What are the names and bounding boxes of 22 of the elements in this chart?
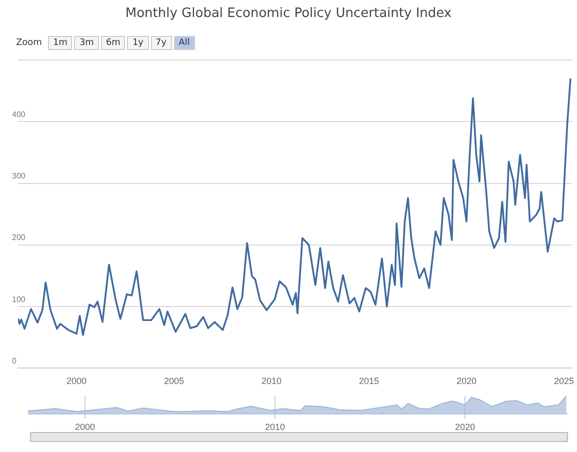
x-tick-label: 2025 — [554, 376, 574, 386]
chart-title: Monthly Global Economic Policy Uncertainty Index — [124, 6, 453, 21]
text: 7y — [150, 36, 172, 50]
text: All — [174, 36, 195, 50]
text: 1m — [48, 36, 72, 50]
y-tick-label: 400 — [12, 110, 26, 119]
x-tick-label: 2010 — [265, 422, 286, 432]
x-tick-label: 2015 — [358, 376, 379, 386]
y-tick-label: 100 — [12, 294, 26, 304]
y-tick-label: 300 — [12, 171, 26, 180]
x-tick-label: 2005 — [164, 376, 184, 386]
text: 1y — [127, 36, 149, 50]
text: 3m — [74, 36, 99, 50]
text: Zoom — [16, 38, 42, 48]
text: 6m — [100, 36, 126, 50]
y-tick-label: 0 — [12, 356, 17, 366]
x-tick-label: 2020 — [456, 376, 476, 386]
x-tick-label: 2020 — [455, 422, 476, 432]
x-tick-label: 2010 — [261, 376, 282, 386]
x-tick-label: 2000 — [74, 422, 96, 432]
y-tick-label: 200 — [12, 233, 26, 242]
x-tick-label: 2000 — [66, 376, 87, 386]
